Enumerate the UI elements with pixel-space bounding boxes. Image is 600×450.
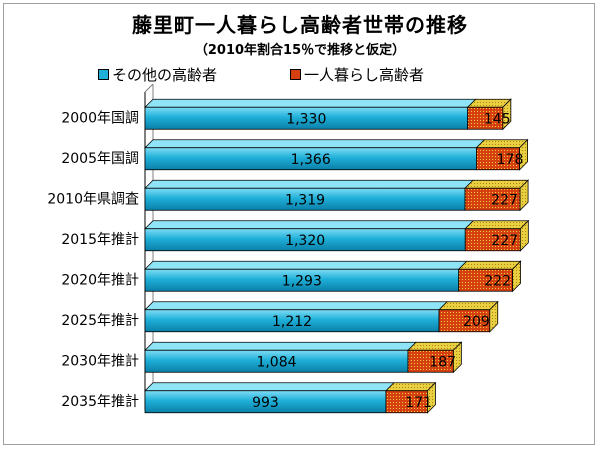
category-label: 2020年推計 <box>61 272 139 288</box>
category-label: 2010年県調査 <box>47 191 139 207</box>
bar-alone-top <box>438 301 499 311</box>
category-label: 2005年国調 <box>61 151 139 167</box>
bar-alone-side <box>512 260 521 293</box>
data-label-alone: 145 <box>484 111 511 127</box>
data-label-other: 993 <box>252 395 279 411</box>
data-label-alone: 178 <box>497 152 524 168</box>
data-label-other: 1,320 <box>285 233 325 249</box>
category-label: 2025年推計 <box>61 313 139 329</box>
data-label-alone: 227 <box>491 192 518 208</box>
y-axis-top-edge <box>144 83 154 93</box>
data-label-alone: 222 <box>484 273 511 289</box>
bar-alone-top <box>475 139 529 149</box>
bar-alone-top <box>464 179 530 189</box>
bar-other-top <box>144 260 468 270</box>
legend-label-other: その他の高齢者 <box>112 66 218 84</box>
category-label: 2035年推計 <box>61 394 139 410</box>
data-label-other: 1,366 <box>291 152 331 168</box>
chart-subtitle: （2010年割合15％で推移と仮定） <box>194 43 406 58</box>
bar-alone-side <box>519 219 529 252</box>
data-label-other: 1,330 <box>286 111 326 127</box>
data-label-other: 1,319 <box>285 192 325 208</box>
bar-alone-side <box>452 341 462 374</box>
data-label-alone: 171 <box>405 395 432 411</box>
bar-alone-side <box>519 138 528 171</box>
bar-alone-side <box>519 179 529 212</box>
data-label-other: 1,212 <box>272 314 312 330</box>
bar-other-top <box>144 220 475 230</box>
bar-alone-side <box>489 300 499 333</box>
legend-swatch-alone <box>290 69 301 80</box>
bar-alone-side <box>427 381 436 414</box>
bar-alone-top <box>384 382 437 392</box>
category-label: 2030年推計 <box>61 353 139 369</box>
bar-alone-top <box>407 341 463 351</box>
data-label-alone: 187 <box>429 354 456 370</box>
data-label-other: 1,293 <box>282 273 322 289</box>
bar-other-top <box>144 382 395 392</box>
bar-other-top <box>144 179 474 189</box>
category-label: 2000年国調 <box>61 110 139 126</box>
bar-other-top <box>144 139 486 149</box>
data-label-alone: 227 <box>491 233 518 249</box>
bar-other-top <box>144 98 477 108</box>
bar-alone-top <box>457 260 522 270</box>
bar-other-top <box>144 301 449 311</box>
category-label: 2015年推計 <box>61 232 139 248</box>
bar-alone-side <box>502 98 512 131</box>
data-label-alone: 209 <box>463 314 490 330</box>
data-label-other: 1,084 <box>256 354 296 370</box>
chart-title: 藤里町一人暮らし高齢者世帯の推移 <box>132 13 468 37</box>
legend-swatch-other <box>98 69 109 80</box>
bar-alone-top <box>464 220 530 230</box>
bar-other-top <box>144 341 417 351</box>
legend-label-alone: 一人暮らし高齢者 <box>304 66 425 84</box>
